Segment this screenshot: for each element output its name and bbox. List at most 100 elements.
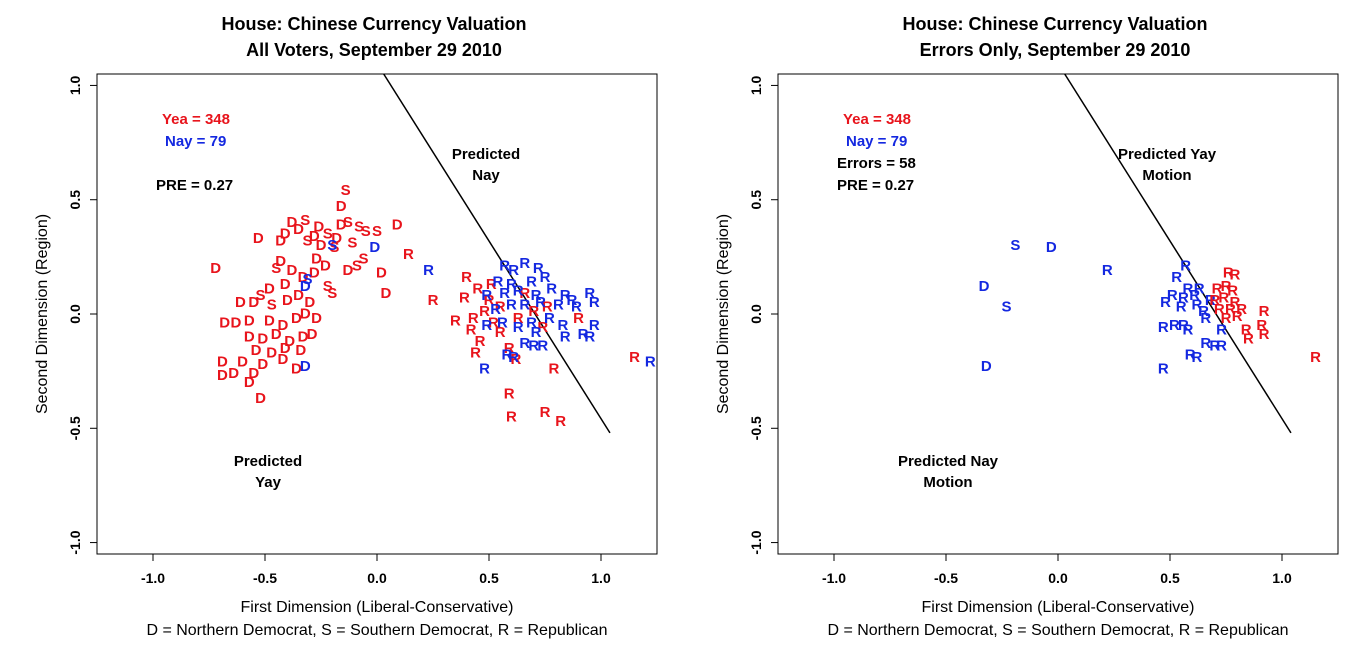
vote-point-r: R: [526, 315, 537, 332]
vote-point-d: D: [369, 239, 380, 256]
vote-point-r: R: [560, 287, 571, 304]
left-region-upper-line1: Predicted: [452, 146, 520, 163]
vote-point-d: D: [342, 262, 353, 279]
vote-point-d: D: [311, 310, 322, 327]
right-x-tick-label: 1.0: [1272, 570, 1292, 586]
vote-point-r: R: [423, 262, 434, 279]
vote-point-s: S: [323, 278, 333, 295]
vote-point-r: R: [629, 349, 640, 366]
vote-point-r: R: [513, 310, 524, 327]
vote-point-s: S: [327, 285, 337, 302]
vote-point-r: R: [531, 324, 542, 341]
vote-point-d: D: [309, 228, 320, 245]
vote-point-r: R: [1185, 347, 1196, 364]
left-x-tick-label: 0.5: [479, 570, 499, 586]
right-x-axis-label: First Dimension (Liberal-Conservative): [922, 599, 1195, 616]
right-x-axis: -1.0 -0.5 0.0 0.5 1.0: [822, 553, 1292, 586]
vote-point-d: D: [298, 328, 309, 345]
vote-point-r: R: [1214, 301, 1225, 318]
vote-point-s: S: [300, 212, 310, 229]
vote-point-r: R: [466, 322, 477, 339]
vote-point-d: D: [304, 294, 315, 311]
vote-point-r: R: [1212, 280, 1223, 297]
vote-point-r: R: [1178, 290, 1189, 307]
left-y-axis-label: Second Dimension (Region): [34, 214, 51, 414]
vote-point-r: R: [504, 386, 515, 403]
vote-point-r: R: [535, 294, 546, 311]
vote-point-r: R: [1230, 267, 1241, 284]
vote-point-r: R: [1102, 262, 1113, 279]
vote-point-r: R: [1189, 287, 1200, 304]
vote-point-r: R: [537, 319, 548, 336]
left-pre-value: PRE = 0.27: [156, 177, 233, 194]
left-region-lower-line2: Yay: [255, 474, 282, 491]
vote-point-d: D: [217, 367, 228, 384]
vote-point-d: D: [244, 312, 255, 329]
right-region-lower-line2: Motion: [923, 474, 972, 491]
vote-point-d: D: [376, 264, 387, 281]
vote-point-r: R: [481, 287, 492, 304]
right-y-tick-label: 0.0: [748, 304, 764, 324]
right-yea-count: Yea = 348: [843, 111, 911, 128]
left-y-tick-label: -1.0: [67, 530, 83, 554]
vote-point-r: R: [1209, 338, 1220, 355]
vote-point-d: D: [219, 315, 230, 332]
vote-point-r: R: [1256, 317, 1267, 334]
vote-point-s: S: [347, 235, 357, 252]
vote-point-d: D: [253, 230, 264, 247]
vote-point-d: D: [336, 216, 347, 233]
vote-point-d: D: [284, 333, 295, 350]
vote-point-d: D: [293, 221, 304, 238]
right-x-tick-label: -1.0: [822, 570, 846, 586]
vote-point-s: S: [267, 296, 277, 313]
vote-point-r: R: [584, 328, 595, 345]
vote-point-r: R: [573, 310, 584, 327]
vote-point-r: R: [1216, 338, 1227, 355]
vote-point-d: D: [280, 226, 291, 243]
vote-point-d: D: [275, 253, 286, 270]
vote-point-d: D: [336, 198, 347, 215]
right-y-tick-label: -0.5: [748, 416, 764, 440]
vote-point-r: R: [508, 262, 519, 279]
left-x-axis-label: First Dimension (Liberal-Conservative): [241, 599, 514, 616]
vote-point-d: D: [316, 237, 327, 254]
vote-point-r: R: [528, 303, 539, 320]
vote-point-r: R: [1216, 322, 1227, 339]
vote-point-d: D: [981, 358, 992, 375]
left-y-axis: -1.0 -0.5 0.0 0.5 1.0: [67, 75, 98, 555]
right-y-tick-label: -1.0: [748, 530, 764, 554]
vote-point-r: R: [1182, 322, 1193, 339]
vote-point-d: D: [381, 285, 392, 302]
vote-point-r: R: [1227, 283, 1238, 300]
vote-point-r: R: [403, 246, 414, 263]
vote-point-r: R: [533, 260, 544, 277]
vote-point-r: R: [479, 360, 490, 377]
vote-point-r: R: [1205, 292, 1216, 309]
vote-point-d: D: [264, 280, 275, 297]
vote-point-d: D: [264, 312, 275, 329]
vote-point-s: S: [343, 214, 353, 231]
vote-point-d: D: [331, 230, 342, 247]
vote-point-r: R: [528, 338, 539, 355]
vote-point-s: S: [341, 182, 351, 199]
left-cutting-line: [383, 73, 611, 434]
vote-point-r: R: [557, 317, 568, 334]
right-errors-count: Errors = 58: [837, 155, 916, 172]
vote-point-r: R: [499, 258, 510, 275]
vote-point-r: R: [578, 326, 589, 343]
vote-point-r: R: [1182, 280, 1193, 297]
vote-point-d: D: [248, 294, 259, 311]
vote-point-r: R: [1200, 310, 1211, 327]
left-x-tick-label: 0.0: [367, 570, 387, 586]
left-region-lower-line1: Predicted: [234, 453, 302, 470]
vote-point-r: R: [497, 315, 508, 332]
vote-point-d: D: [277, 351, 288, 368]
vote-point-d: D: [1046, 239, 1057, 256]
right-cutting-line: [1064, 73, 1292, 434]
vote-point-r: R: [1209, 292, 1220, 309]
vote-point-r: R: [1180, 258, 1191, 275]
vote-point-d: D: [286, 214, 297, 231]
left-footer-legend: D = Northern Democrat, S = Southern Demo…: [146, 622, 607, 639]
right-footer-legend: D = Northern Democrat, S = Southern Demo…: [827, 622, 1288, 639]
vote-point-r: R: [1160, 294, 1171, 311]
